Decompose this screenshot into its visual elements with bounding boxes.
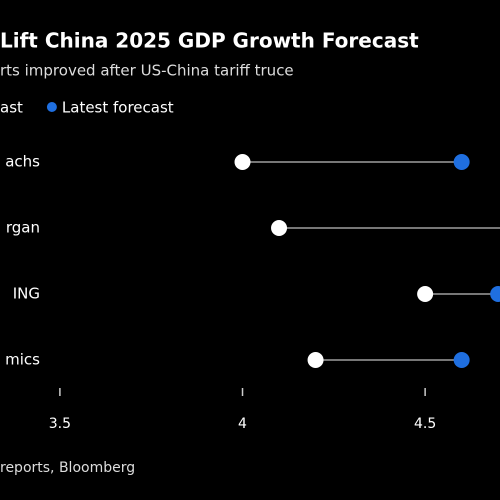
legend-label: ast (0, 99, 23, 117)
dot (417, 286, 434, 302)
dot (307, 352, 324, 368)
x-tick-label: 4.5 (414, 416, 436, 432)
category-label: rgan (6, 219, 40, 237)
category-label: mics (5, 351, 40, 369)
dot (490, 286, 500, 302)
category-label: achs (5, 153, 40, 171)
legend-label: Latest forecast (62, 99, 174, 117)
chart-title: Lift China 2025 GDP Growth Forecast (0, 29, 419, 53)
dot (271, 220, 288, 236)
legend-marker (46, 102, 57, 112)
x-tick-label: 3.5 (49, 416, 71, 432)
dot (453, 352, 470, 368)
x-tick-label: 4 (238, 416, 247, 432)
chart-subtitle: rts improved after US-China tariff truce (0, 62, 294, 80)
category-label: ING (13, 285, 40, 303)
dot (234, 154, 251, 170)
source: reports, Bloomberg (0, 460, 135, 476)
dot (453, 154, 470, 170)
